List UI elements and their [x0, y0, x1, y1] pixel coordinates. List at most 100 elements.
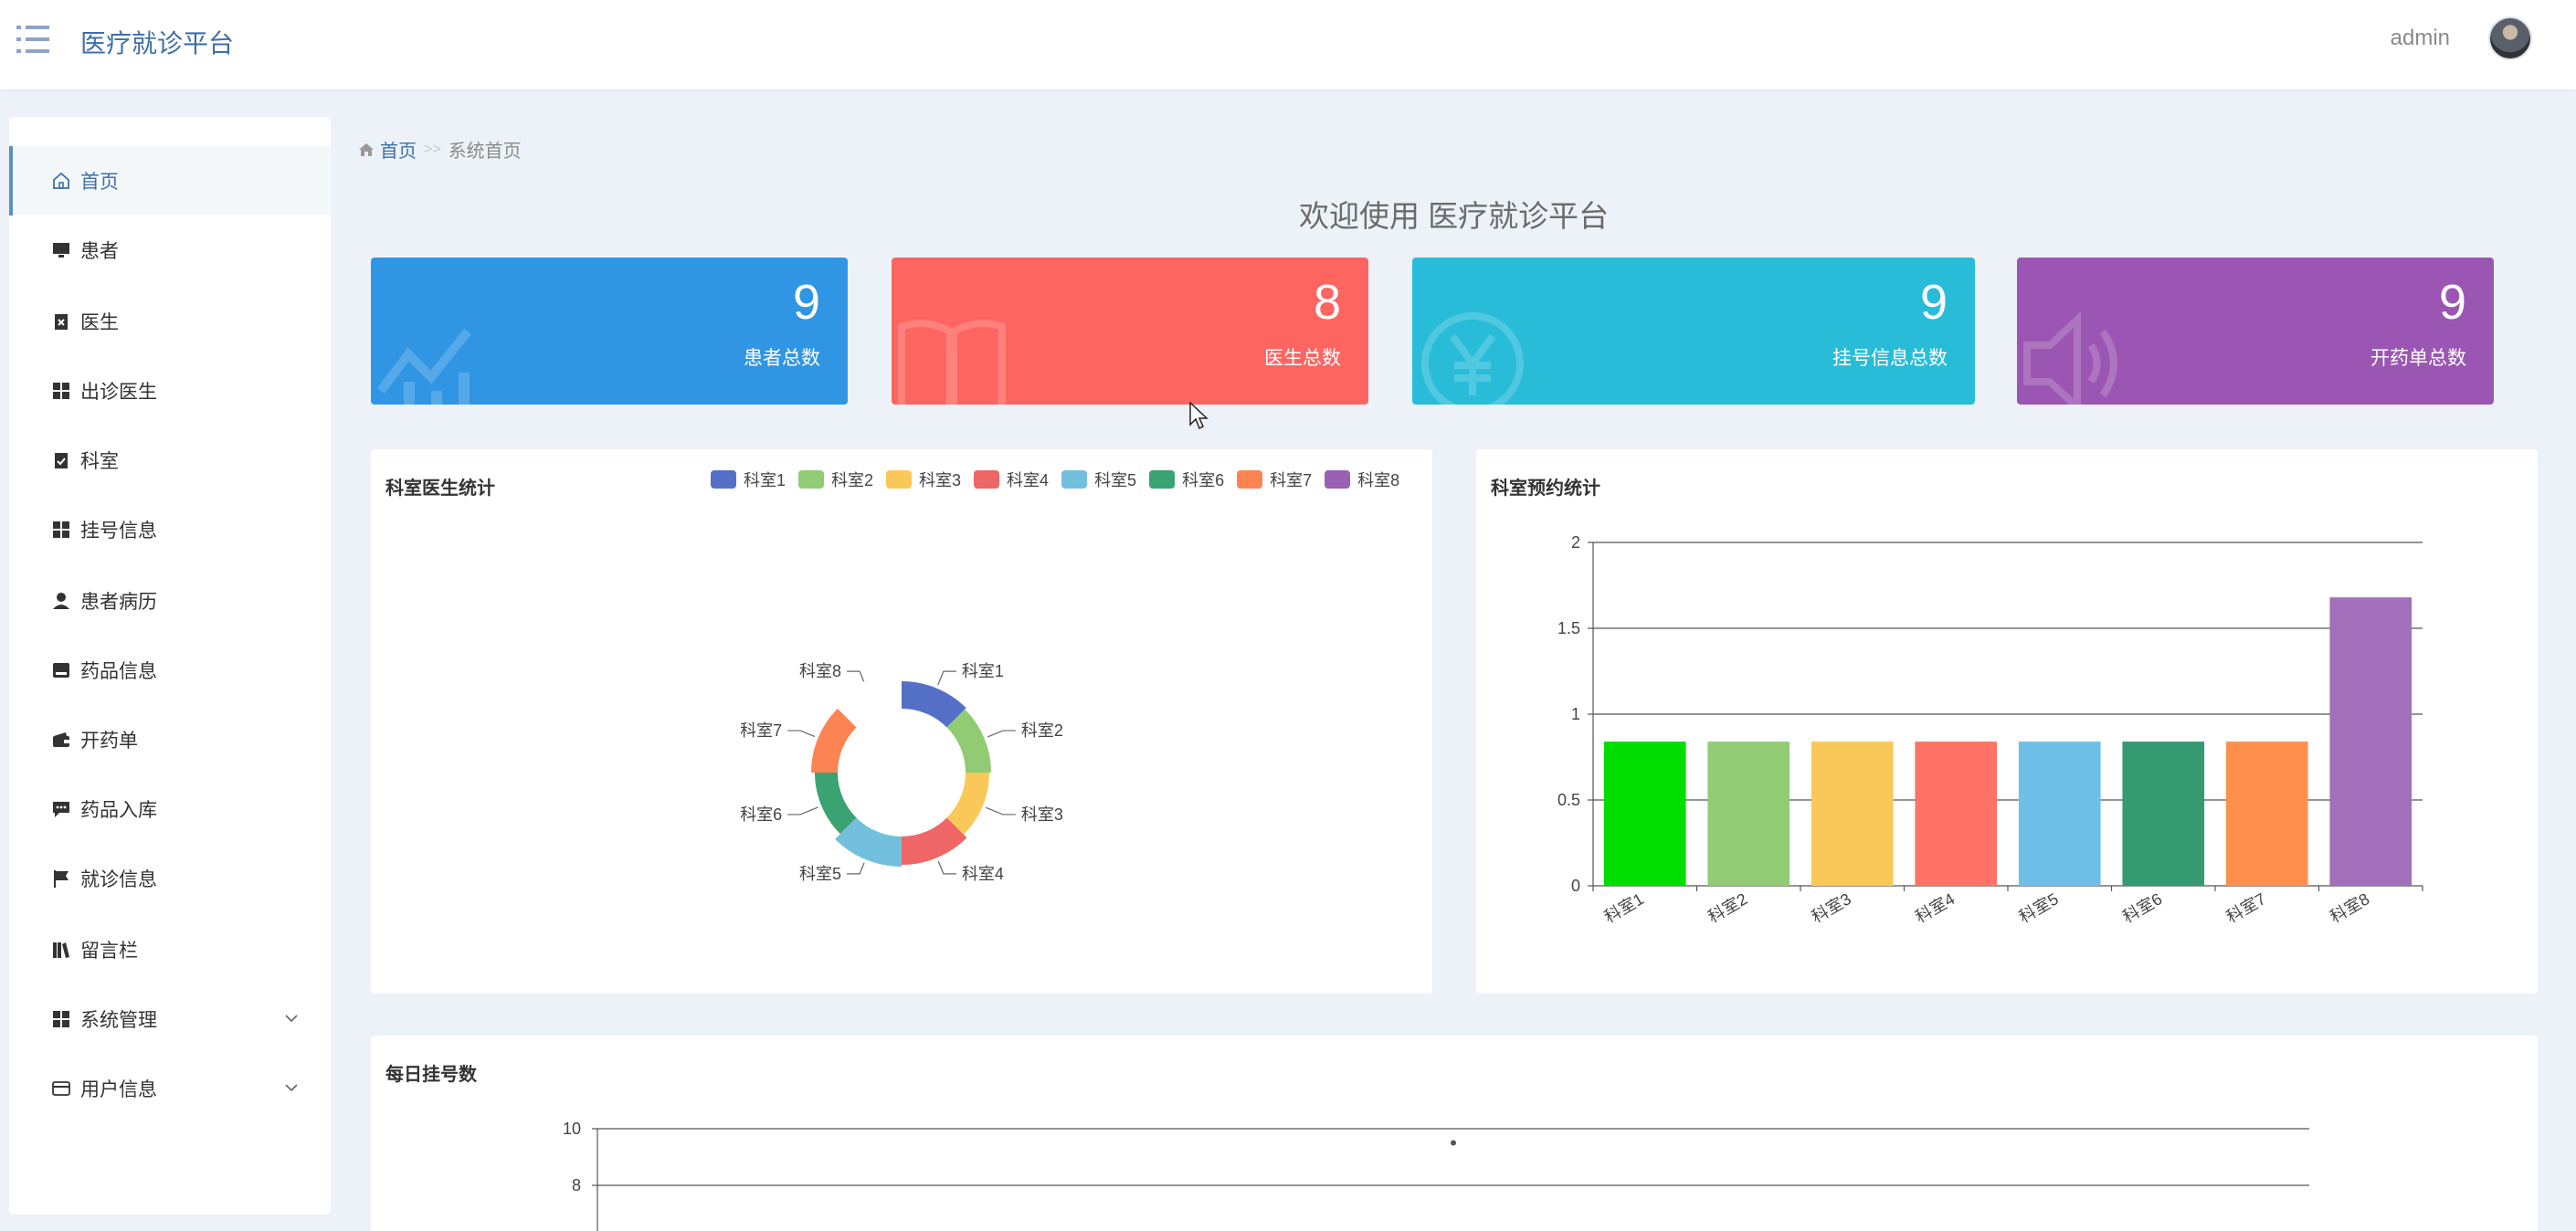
y-tick-label: 10	[563, 1120, 581, 1138]
legend-item[interactable]: 科室1	[711, 468, 786, 491]
legend-swatch	[886, 470, 913, 489]
legend-label: 科室6	[1182, 471, 1225, 489]
bar[interactable]	[2122, 742, 2205, 886]
pie-label: 科室4	[962, 865, 1004, 883]
bar-chart: 0 0.5 1 1.5 2 科室1 科室2 科室3 科室4 科室5 科室6 科室7 科室8	[1557, 533, 2423, 926]
breadcrumb-current: 系统首页	[448, 142, 522, 162]
stat-card-patients[interactable]: 9 患者总数	[371, 258, 848, 405]
bar[interactable]	[1915, 742, 1998, 886]
sidebar-item-user-info[interactable]: 用户信息	[9, 1054, 331, 1123]
user-name[interactable]: admin	[2390, 26, 2450, 50]
flag-icon	[51, 868, 71, 889]
book-icon	[898, 320, 1006, 405]
bar[interactable]	[1811, 742, 1894, 886]
y-tick-label: 2	[1571, 533, 1580, 552]
panel-title: 每日挂号数	[385, 1065, 477, 1085]
sidebar-item-system-management[interactable]: 系统管理	[9, 984, 331, 1054]
bar[interactable]	[1707, 742, 1790, 886]
home-icon	[359, 142, 374, 156]
pie-slice[interactable]	[835, 817, 902, 867]
sidebar-item-label: 出诊医生	[80, 382, 157, 403]
pie-label: 科室5	[799, 865, 841, 883]
legend-item[interactable]: 科室6	[1149, 468, 1224, 491]
pie-slice[interactable]	[811, 708, 857, 773]
sidebar-item-prescriptions[interactable]: 开药单	[9, 705, 331, 774]
sidebar-item-label: 药品信息	[80, 661, 157, 682]
sidebar: 首页 患者 医生 出诊医生 科室 挂号信息 患者病历 药品信息 开药单 药品入库…	[9, 117, 331, 1215]
top-bar: 医疗就诊平台 admin	[0, 0, 2576, 89]
pie-label: 科室2	[1021, 721, 1063, 740]
sidebar-item-label: 药品入库	[80, 800, 157, 821]
sidebar-item-patients[interactable]: 患者	[9, 216, 331, 285]
stat-value: 9	[2438, 275, 2466, 330]
sidebar-item-medical-records[interactable]: 患者病历	[9, 566, 331, 636]
menu-toggle-icon[interactable]	[16, 26, 49, 53]
legend-swatch	[1325, 470, 1351, 489]
stat-label: 患者总数	[744, 348, 820, 369]
pie-slice[interactable]	[902, 817, 967, 865]
legend-item[interactable]: 科室7	[1237, 468, 1312, 491]
pie-slice[interactable]	[946, 709, 991, 773]
sidebar-item-label: 挂号信息	[80, 521, 157, 542]
sidebar-item-label: 患者病历	[80, 592, 157, 613]
legend-swatch	[711, 470, 736, 489]
sidebar-item-departments[interactable]: 科室	[9, 426, 331, 495]
sidebar-item-label: 用户信息	[80, 1079, 157, 1100]
sidebar-item-visits[interactable]: 就诊信息	[9, 844, 331, 913]
bar[interactable]	[2329, 597, 2412, 886]
panel-title: 科室预约统计	[1491, 479, 1600, 499]
bar[interactable]	[2018, 742, 2101, 886]
sidebar-item-home[interactable]: 首页	[9, 146, 331, 216]
pie-label-line	[787, 806, 818, 815]
chevron-down-icon	[285, 1015, 298, 1023]
sidebar-item-stock-in[interactable]: 药品入库	[9, 774, 331, 844]
data-point[interactable]	[1451, 1140, 1456, 1146]
legend-item[interactable]: 科室5	[1061, 468, 1136, 491]
breadcrumb: 首页 >> 系统首页	[358, 136, 522, 163]
stat-card-registrations[interactable]: 9 挂号信息总数	[1412, 258, 1975, 405]
x-tick-label: 科室3	[1809, 889, 1854, 926]
pie-label: 科室1	[962, 662, 1004, 680]
pie-label: 科室7	[740, 721, 782, 740]
stat-label: 挂号信息总数	[1832, 348, 1948, 369]
stat-card-doctors[interactable]: 8 医生总数	[892, 258, 1368, 405]
app-title: 医疗就诊平台	[80, 29, 235, 58]
pie-slice[interactable]	[902, 681, 966, 728]
stat-label: 开药单总数	[2370, 348, 2466, 369]
pie-slice[interactable]	[946, 773, 989, 835]
legend-swatch	[1061, 470, 1088, 489]
bar[interactable]	[2225, 742, 2308, 886]
yen-icon	[1421, 312, 1524, 405]
pie-label-line	[937, 670, 956, 686]
pie-slice[interactable]	[815, 773, 857, 835]
panel-title: 科室医生统计	[385, 479, 495, 499]
sidebar-item-label: 开药单	[80, 731, 138, 752]
legend-item[interactable]: 科室3	[886, 468, 961, 491]
stat-card-prescriptions[interactable]: 9 开药单总数	[2017, 258, 2494, 405]
legend-label: 科室5	[1094, 471, 1137, 489]
line-chart-panel: 每日挂号数 8 10	[371, 1036, 2538, 1231]
mouse-cursor-icon	[1189, 402, 1209, 430]
sidebar-item-medicines[interactable]: 药品信息	[9, 636, 331, 705]
bar[interactable]	[1603, 742, 1686, 886]
y-tick-label: 1	[1571, 705, 1580, 723]
legend-item[interactable]: 科室4	[974, 468, 1049, 491]
sidebar-item-doctors[interactable]: 医生	[9, 287, 331, 356]
bar-chart-panel: 科室预约统计 0 0.5 1 1.5 2 科室1 科室2 科室3 科室4 科室5 科室6 科室7 科室8	[1476, 449, 2538, 994]
sidebar-item-messages[interactable]: 留言栏	[9, 915, 331, 984]
legend-item[interactable]: 科室8	[1325, 468, 1399, 491]
legend-label: 科室8	[1357, 471, 1400, 489]
sidebar-item-registrations[interactable]: 挂号信息	[9, 495, 331, 564]
legend-item[interactable]: 科室2	[798, 468, 873, 491]
sidebar-item-label: 患者	[80, 241, 119, 262]
home-icon	[51, 171, 71, 191]
sidebar-item-label: 首页	[80, 172, 119, 193]
legend-swatch	[974, 470, 1000, 489]
sidebar-item-visiting-doctors[interactable]: 出诊医生	[9, 356, 331, 426]
grid-icon	[51, 381, 71, 401]
stat-label: 医生总数	[1264, 348, 1341, 369]
x-tick-label: 科室5	[2016, 889, 2062, 926]
pie-label-line	[787, 730, 816, 738]
breadcrumb-home[interactable]: 首页	[358, 136, 417, 163]
user-avatar[interactable]	[2488, 16, 2532, 60]
